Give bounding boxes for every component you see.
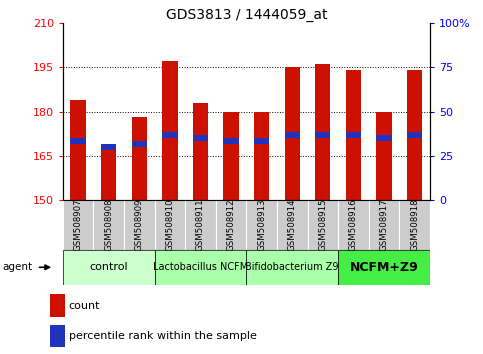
Bar: [50, 295, 65, 317]
Bar: [193, 103, 208, 200]
Bar: [193, 135, 208, 141]
Text: NCFM+Z9: NCFM+Z9: [350, 261, 418, 274]
Bar: [315, 64, 330, 200]
Bar: [131, 118, 147, 200]
Bar: [223, 112, 239, 200]
Bar: [315, 132, 330, 138]
Text: GSM508915: GSM508915: [318, 199, 327, 251]
Bar: [162, 132, 177, 138]
Text: GSM508916: GSM508916: [349, 199, 358, 251]
Bar: [185, 200, 216, 250]
Bar: [284, 67, 300, 200]
Text: agent: agent: [2, 262, 32, 272]
Bar: [71, 100, 86, 200]
Bar: [346, 132, 361, 138]
Text: count: count: [69, 301, 100, 311]
Bar: [155, 250, 246, 285]
Bar: [216, 200, 246, 250]
Text: GSM508913: GSM508913: [257, 199, 266, 251]
Bar: [346, 70, 361, 200]
Bar: [101, 144, 116, 149]
Bar: [246, 250, 338, 285]
Bar: [407, 70, 422, 200]
Bar: [50, 325, 65, 348]
Text: GSM508911: GSM508911: [196, 199, 205, 251]
Text: GSM508918: GSM508918: [410, 199, 419, 251]
Text: Lactobacillus NCFM: Lactobacillus NCFM: [153, 262, 248, 272]
Bar: [399, 200, 430, 250]
Bar: [223, 138, 239, 144]
Bar: [376, 112, 392, 200]
Bar: [246, 200, 277, 250]
Bar: [131, 141, 147, 147]
Bar: [308, 200, 338, 250]
Bar: [155, 200, 185, 250]
Text: GSM508914: GSM508914: [288, 199, 297, 251]
Text: Bifidobacterium Z9: Bifidobacterium Z9: [245, 262, 339, 272]
Title: GDS3813 / 1444059_at: GDS3813 / 1444059_at: [166, 8, 327, 22]
Text: GSM508909: GSM508909: [135, 199, 144, 251]
Bar: [93, 200, 124, 250]
Text: GSM508908: GSM508908: [104, 199, 113, 251]
Text: control: control: [89, 262, 128, 272]
Bar: [284, 132, 300, 138]
Text: GSM508910: GSM508910: [165, 199, 174, 251]
Bar: [407, 132, 422, 138]
Text: GSM508917: GSM508917: [380, 199, 388, 251]
Bar: [376, 135, 392, 141]
Bar: [101, 147, 116, 200]
Text: GSM508907: GSM508907: [73, 199, 83, 251]
Bar: [254, 112, 270, 200]
Bar: [71, 138, 86, 144]
Bar: [277, 200, 308, 250]
Text: GSM508912: GSM508912: [227, 199, 236, 251]
Bar: [63, 250, 155, 285]
Bar: [338, 250, 430, 285]
Bar: [254, 138, 270, 144]
Bar: [369, 200, 399, 250]
Bar: [162, 61, 177, 200]
Bar: [124, 200, 155, 250]
Text: percentile rank within the sample: percentile rank within the sample: [69, 331, 256, 341]
Bar: [63, 200, 93, 250]
Bar: [338, 200, 369, 250]
